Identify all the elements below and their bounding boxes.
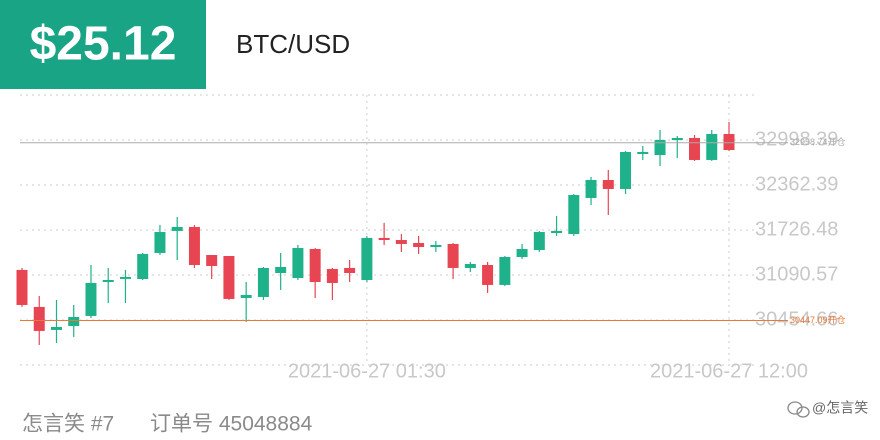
candle-body — [68, 317, 80, 326]
candle-body — [464, 264, 476, 268]
candle-body — [309, 248, 321, 282]
candle-body — [275, 266, 287, 273]
candle-body — [206, 255, 218, 266]
symbol: BTC/USD — [236, 29, 350, 59]
candle-body — [16, 269, 28, 305]
candle-body — [257, 267, 269, 297]
candle-body — [706, 134, 718, 160]
candle-body — [447, 243, 459, 268]
candle-body — [723, 134, 735, 150]
candle-body — [533, 232, 545, 250]
price: $25.12 — [30, 18, 177, 71]
watermark: @怎言笑 — [812, 400, 868, 416]
candle-body — [85, 282, 97, 316]
candle-body — [137, 253, 149, 280]
wechat-icon — [787, 401, 810, 418]
y-tick-label: 31726.48 — [755, 218, 838, 240]
y-tick-label: 31090.57 — [755, 263, 838, 285]
candle-body — [430, 244, 442, 248]
candle-body — [240, 294, 252, 298]
position-label: 32958.74开仓 — [790, 136, 846, 147]
candle-body — [223, 256, 235, 299]
candle-body — [119, 276, 131, 279]
y-tick-label: 32998.39 — [755, 128, 838, 150]
candle-body — [671, 137, 683, 141]
order-number: 订单号 45048884 — [150, 413, 313, 436]
candle-body — [344, 267, 356, 273]
candle-body — [188, 226, 200, 265]
candle-body — [102, 279, 114, 282]
position-label: 30447.09开仓 — [790, 314, 846, 325]
candle-body — [499, 256, 511, 285]
y-tick-label: 30454.66 — [755, 308, 838, 330]
candle-body — [50, 326, 62, 330]
candle-body — [654, 140, 666, 156]
x-tick-label: 2021-06-27 12:00 — [650, 360, 808, 382]
y-tick-label: 32362.39 — [755, 173, 838, 195]
candle-body — [33, 306, 45, 331]
candle-body — [395, 240, 407, 244]
candle-body — [551, 230, 563, 234]
candle-body — [413, 242, 425, 248]
candle-body — [602, 180, 614, 189]
candle-body — [585, 180, 597, 198]
price-badge — [0, 0, 206, 89]
candle-body — [326, 268, 338, 283]
candle-body — [689, 137, 701, 160]
candle-body — [171, 226, 183, 231]
candle-body — [292, 248, 304, 279]
candle-body — [637, 151, 649, 154]
candle-body — [620, 151, 632, 189]
candle-body — [516, 248, 528, 257]
user: 怎言笑 #7 — [22, 413, 114, 436]
candle-body — [361, 237, 373, 280]
candle-body — [378, 237, 390, 241]
candle-body — [154, 232, 166, 253]
candle-body — [482, 264, 494, 285]
candle-body — [568, 195, 580, 234]
x-tick-label: 2021-06-27 01:30 — [288, 360, 446, 382]
